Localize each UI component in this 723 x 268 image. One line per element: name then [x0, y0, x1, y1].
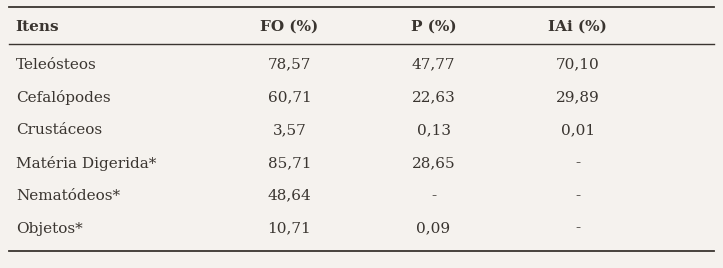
Text: IAi (%): IAi (%) — [548, 20, 607, 34]
Text: -: - — [575, 156, 580, 170]
Text: 47,77: 47,77 — [412, 58, 455, 72]
Text: 10,71: 10,71 — [268, 222, 312, 236]
Text: 22,63: 22,63 — [411, 90, 455, 105]
Text: FO (%): FO (%) — [260, 20, 319, 34]
Text: -: - — [575, 189, 580, 203]
Text: 0,09: 0,09 — [416, 222, 450, 236]
Text: Objetos*: Objetos* — [16, 222, 82, 236]
Text: Teleósteos: Teleósteos — [16, 58, 97, 72]
Text: 85,71: 85,71 — [268, 156, 311, 170]
Text: Nematódeos*: Nematódeos* — [16, 189, 120, 203]
Text: 70,10: 70,10 — [556, 58, 599, 72]
Text: 28,65: 28,65 — [411, 156, 455, 170]
Text: 60,71: 60,71 — [268, 90, 312, 105]
Text: Cefalópodes: Cefalópodes — [16, 90, 111, 105]
Text: 29,89: 29,89 — [556, 90, 599, 105]
Text: -: - — [431, 189, 436, 203]
Text: Matéria Digerida*: Matéria Digerida* — [16, 156, 156, 171]
Text: 48,64: 48,64 — [268, 189, 312, 203]
Text: 0,13: 0,13 — [416, 123, 450, 137]
Text: Crustáceos: Crustáceos — [16, 123, 102, 137]
Text: P (%): P (%) — [411, 20, 456, 34]
Text: 78,57: 78,57 — [268, 58, 311, 72]
Text: 0,01: 0,01 — [560, 123, 594, 137]
Text: 3,57: 3,57 — [273, 123, 307, 137]
Text: Itens: Itens — [16, 20, 59, 34]
Text: -: - — [575, 222, 580, 236]
